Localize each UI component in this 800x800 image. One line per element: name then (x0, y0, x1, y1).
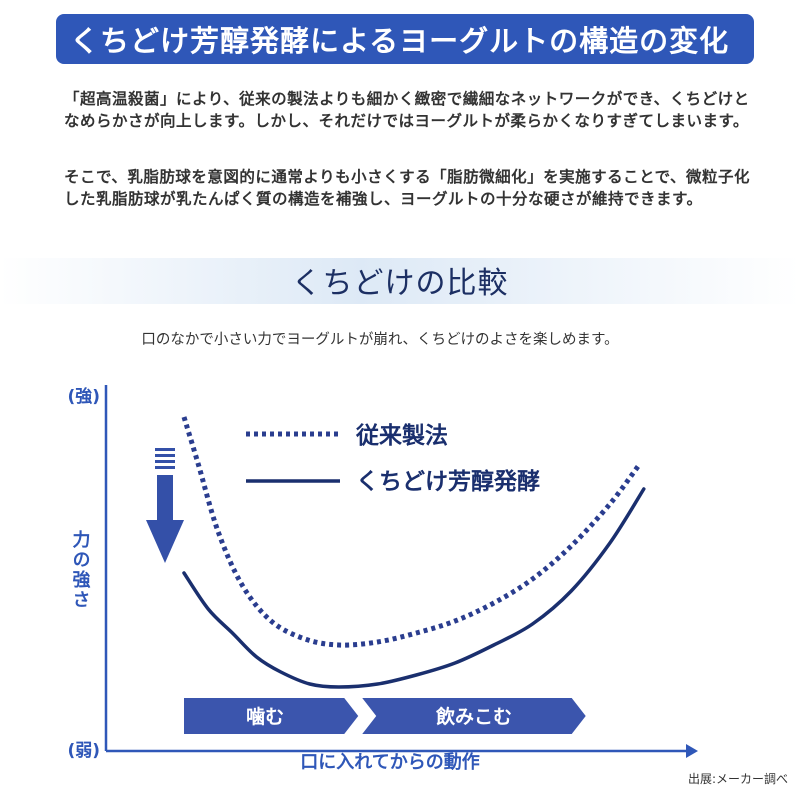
x-axis-arrowhead (686, 744, 698, 758)
title-banner: くちどけ芳醇発酵によるヨーグルトの構造の変化 (56, 14, 754, 64)
description-paragraph-2: そこで、乳脂肪球を意図的に通常よりも小さくする「脂肪微細化」を実施することで、微… (64, 168, 750, 208)
series-line-conventional (181, 416, 642, 648)
section-band (0, 258, 800, 304)
legend-label-kuchidoke: くちどけ芳醇発酵 (356, 468, 540, 495)
section-caption: 口のなかで小さい力でヨーグルトが崩れ、くちどけのよさを楽しめます。 (141, 332, 619, 348)
source-note: 出展:メーカー調べ (687, 772, 788, 786)
y-axis-label: 力の強さ (70, 530, 91, 610)
phase-arrow-1 (362, 698, 586, 734)
decrease-arrow-icon (146, 448, 184, 563)
phase-arrow-0 (184, 698, 359, 734)
y-bottom-label: (弱) (67, 741, 100, 761)
legend-label-conventional: 従来製法 (355, 422, 448, 449)
page-title: くちどけ芳醇発酵によるヨーグルトの構造の変化 (70, 24, 730, 58)
x-axis-label: 口に入れてからの動作 (300, 751, 479, 770)
y-top-label: (強) (67, 386, 100, 407)
description-paragraph-1: 「超高温殺菌」により、従来の製法よりも細かく緻密で繊細なネットワークができ、くち… (64, 90, 750, 130)
section-title: くちどけの比較 (291, 266, 509, 301)
phase-label-1: 飲みこむ (435, 705, 512, 728)
phase-label-0: 噛む (246, 705, 284, 728)
series-line-kuchidoke (182, 487, 646, 689)
